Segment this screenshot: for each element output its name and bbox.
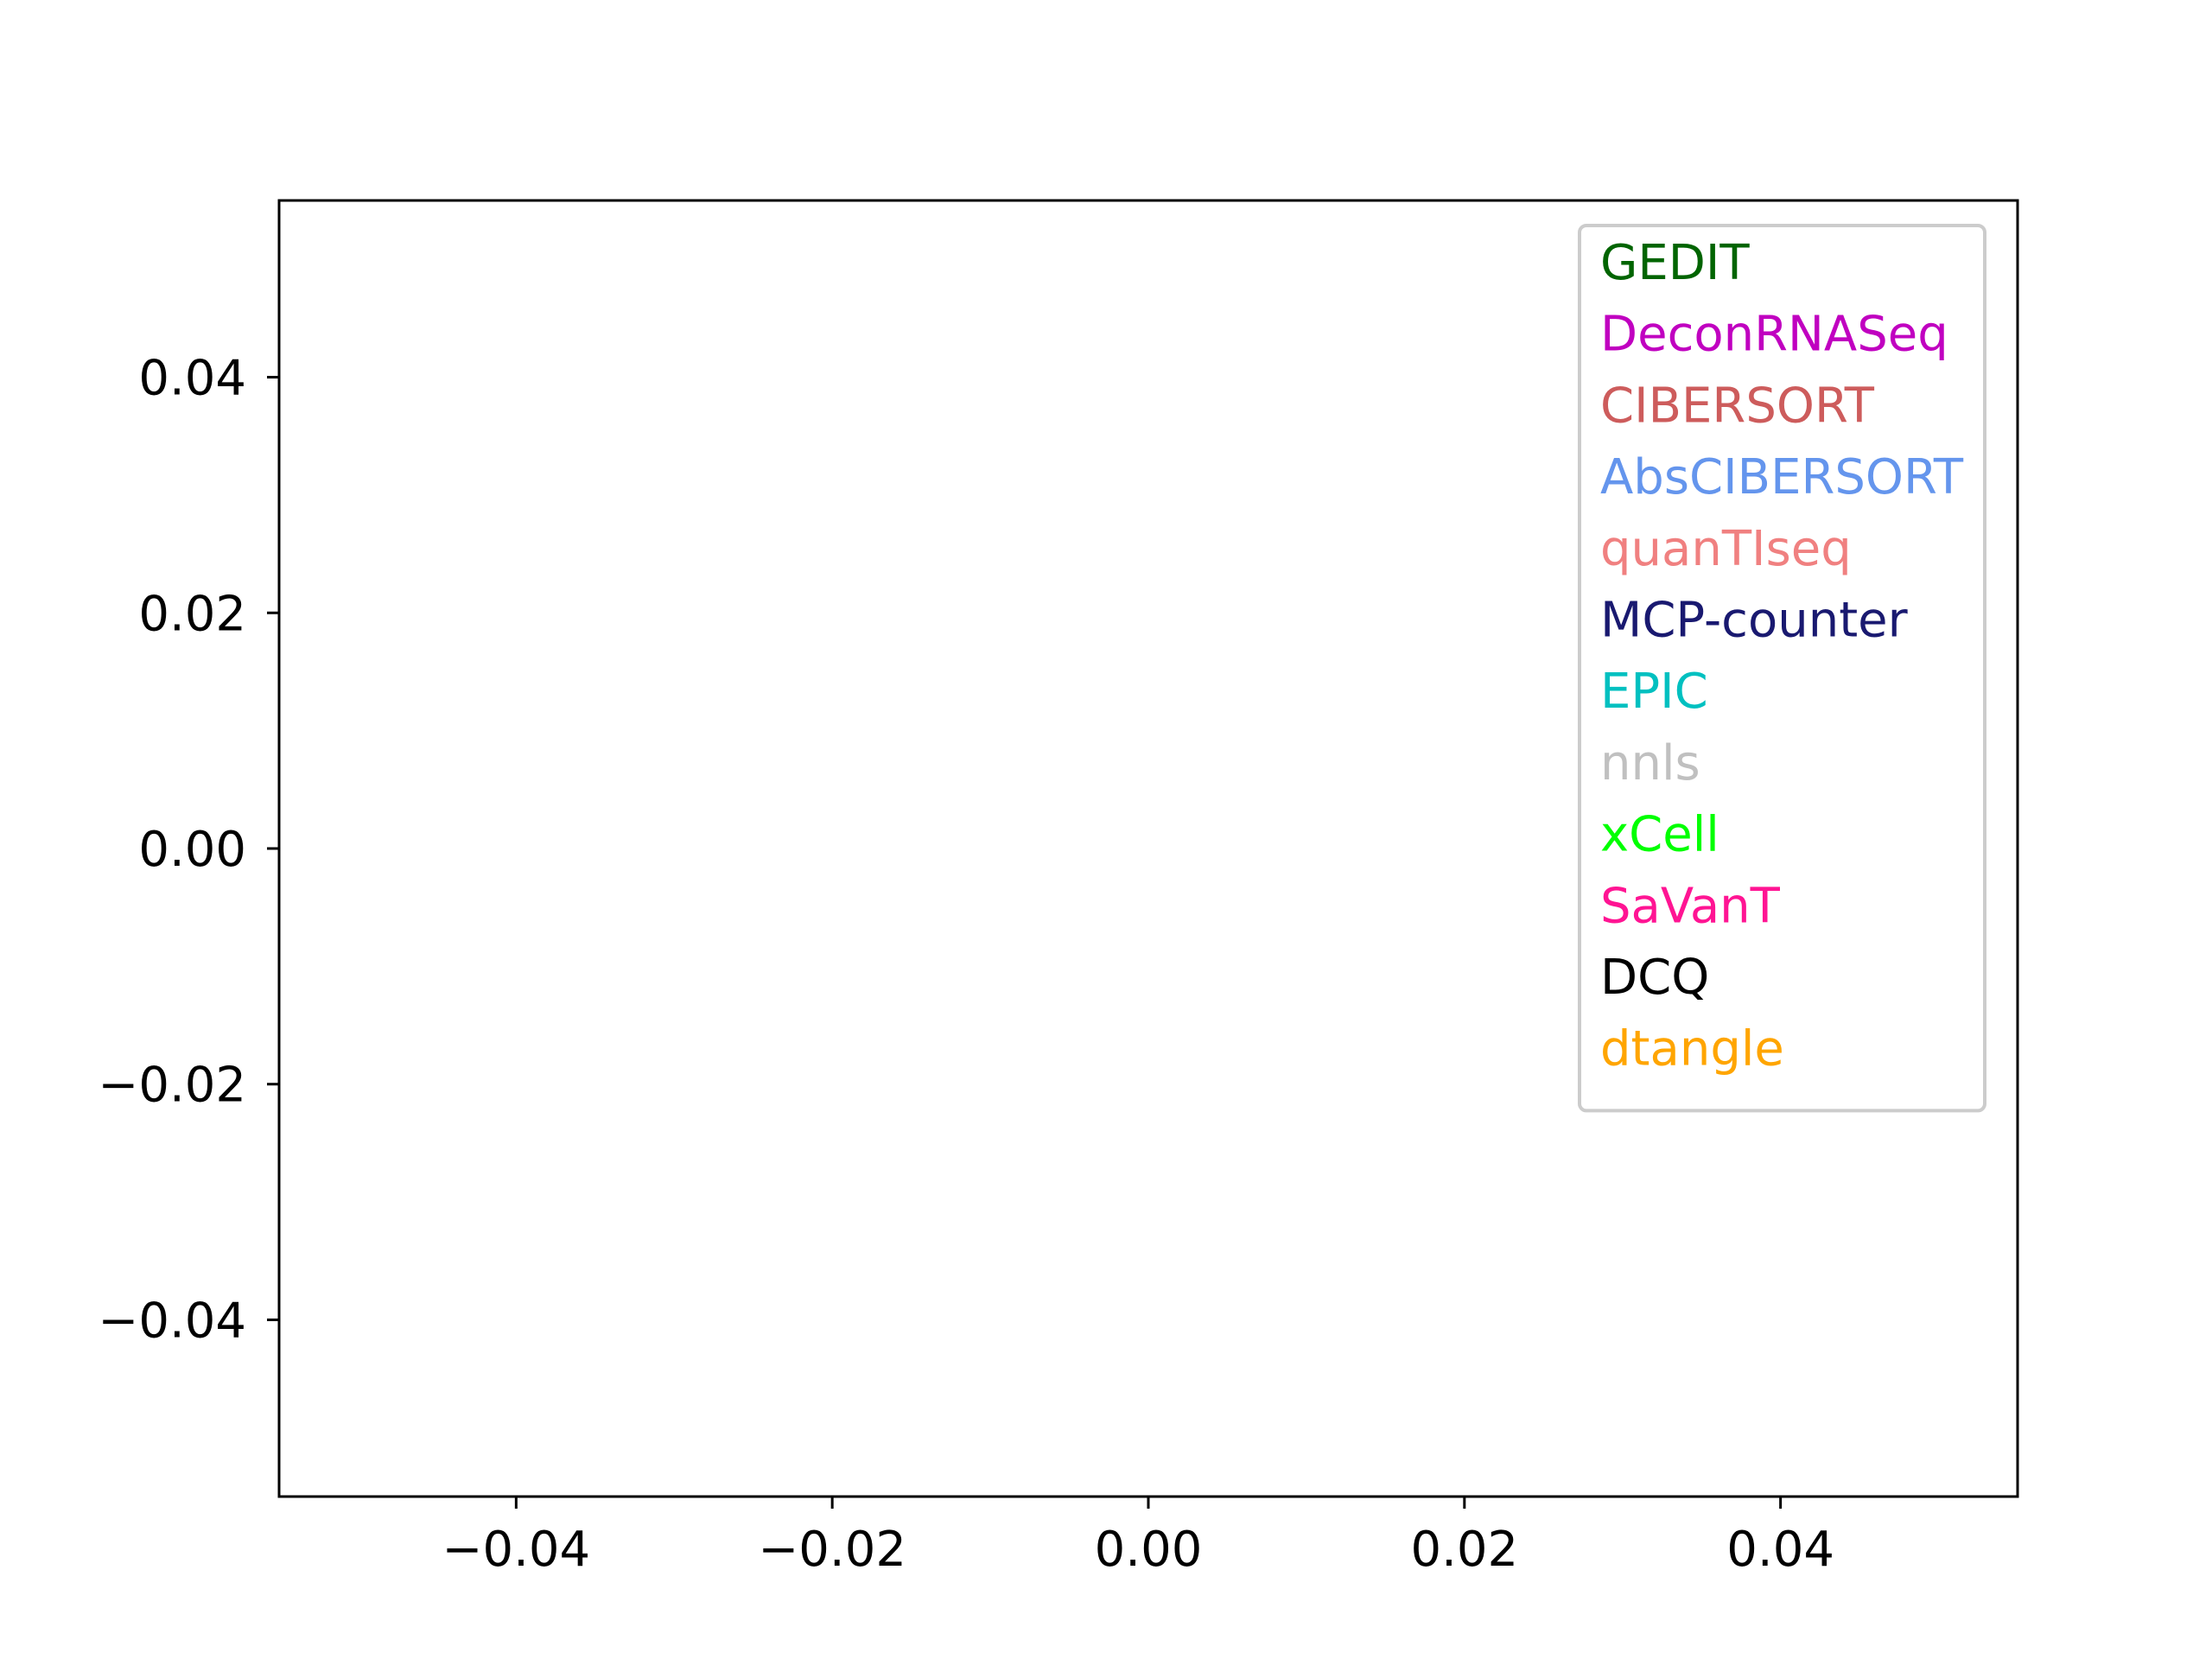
legend-entry: dtangle: [1600, 1021, 1784, 1077]
legend-entry: DeconRNASeq: [1600, 307, 1948, 363]
y-tick-label: 0.04: [138, 351, 246, 407]
legend-entry: GEDIT: [1600, 235, 1750, 291]
legend-entry: CIBERSORT: [1600, 378, 1875, 434]
x-tick-label: 0.04: [1726, 1522, 1834, 1578]
x-tick-label: 0.00: [1095, 1522, 1203, 1578]
legend-entry: quanTIseq: [1600, 521, 1852, 577]
y-tick-label: 0.02: [138, 586, 246, 642]
legend-entry: nnls: [1600, 735, 1700, 791]
legend-frame: [1578, 224, 1986, 1113]
legend-entry: xCell: [1600, 807, 1719, 863]
x-tick-label: 0.02: [1410, 1522, 1518, 1578]
legend: GEDIT DeconRNASeq CIBERSORT AbsCIBERSORT qua…: [1578, 224, 1986, 1113]
legend-entry: EPIC: [1600, 664, 1708, 720]
legend-entry: SaVanT: [1600, 878, 1781, 934]
legend-entry: MCP-counter: [1600, 593, 1909, 649]
x-tick-label: −0.04: [442, 1522, 591, 1578]
y-tick-label: −0.02: [98, 1058, 246, 1114]
legend-entry: AbsCIBERSORT: [1600, 449, 1964, 505]
axes-frame: [277, 199, 2019, 1498]
x-axis: −0.04 −0.02 0.00 0.02 0.04: [442, 1497, 1834, 1578]
x-tick-label: −0.02: [758, 1522, 906, 1578]
y-tick-label: 0.00: [138, 822, 246, 878]
y-axis: −0.04 −0.02 0.00 0.02 0.04: [98, 351, 279, 1349]
legend-entry: DCQ: [1600, 950, 1709, 1006]
y-tick-label: −0.04: [98, 1293, 246, 1349]
